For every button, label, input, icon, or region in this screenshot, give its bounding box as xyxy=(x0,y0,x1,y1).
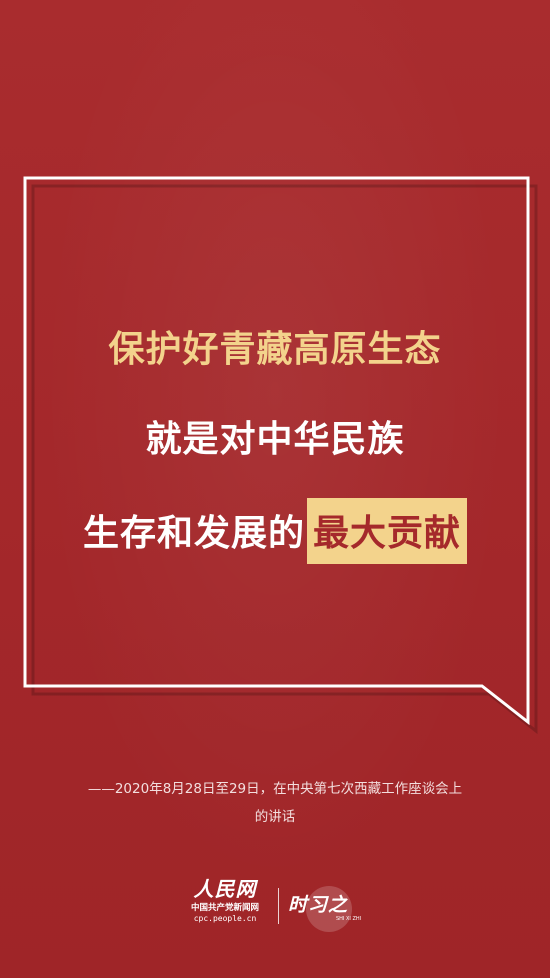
shixizhi-pinyin: SHI XI ZHI xyxy=(336,916,362,922)
headline-line-2: 就是对中华民族 xyxy=(145,419,405,460)
logo-divider xyxy=(278,888,279,924)
headline-line-3-prefix: 生存和发展的 xyxy=(82,513,305,554)
people-brand-url: cpc.people.cn xyxy=(193,914,257,923)
quote-source-line-2: 的讲话 xyxy=(254,809,296,825)
headline-line-1: 保护好青藏高原生态 xyxy=(108,329,442,370)
headline-line-3: 生存和发展的 最大贡献 xyxy=(0,498,550,564)
quote-source-line-1: ——2020年8月28日至29日，在中央第七次西藏工作座谈会上 xyxy=(87,781,463,797)
people-brand-text: 人民网 xyxy=(193,877,257,901)
shixizhi-logo: 时习之 SHI XI ZHI xyxy=(284,876,384,938)
quote-source: ——2020年8月28日至29日，在中央第七次西藏工作座谈会上 的讲话 xyxy=(30,775,520,831)
shixizhi-circle-icon xyxy=(306,886,352,932)
speech-bubble-frame-icon xyxy=(23,176,538,735)
footer-logos: 人民网 中国共产党新闻网 cpc.people.cn 时习之 SHI XI ZH… xyxy=(0,868,550,938)
people-daily-logo: 人民网 中国共产党新闻网 cpc.people.cn xyxy=(175,878,275,938)
headline-highlight: 最大贡献 xyxy=(307,498,468,564)
people-brand-subtitle: 中国共产党新闻网 xyxy=(190,903,259,913)
shixizhi-brand-text: 时习之 xyxy=(288,894,349,916)
